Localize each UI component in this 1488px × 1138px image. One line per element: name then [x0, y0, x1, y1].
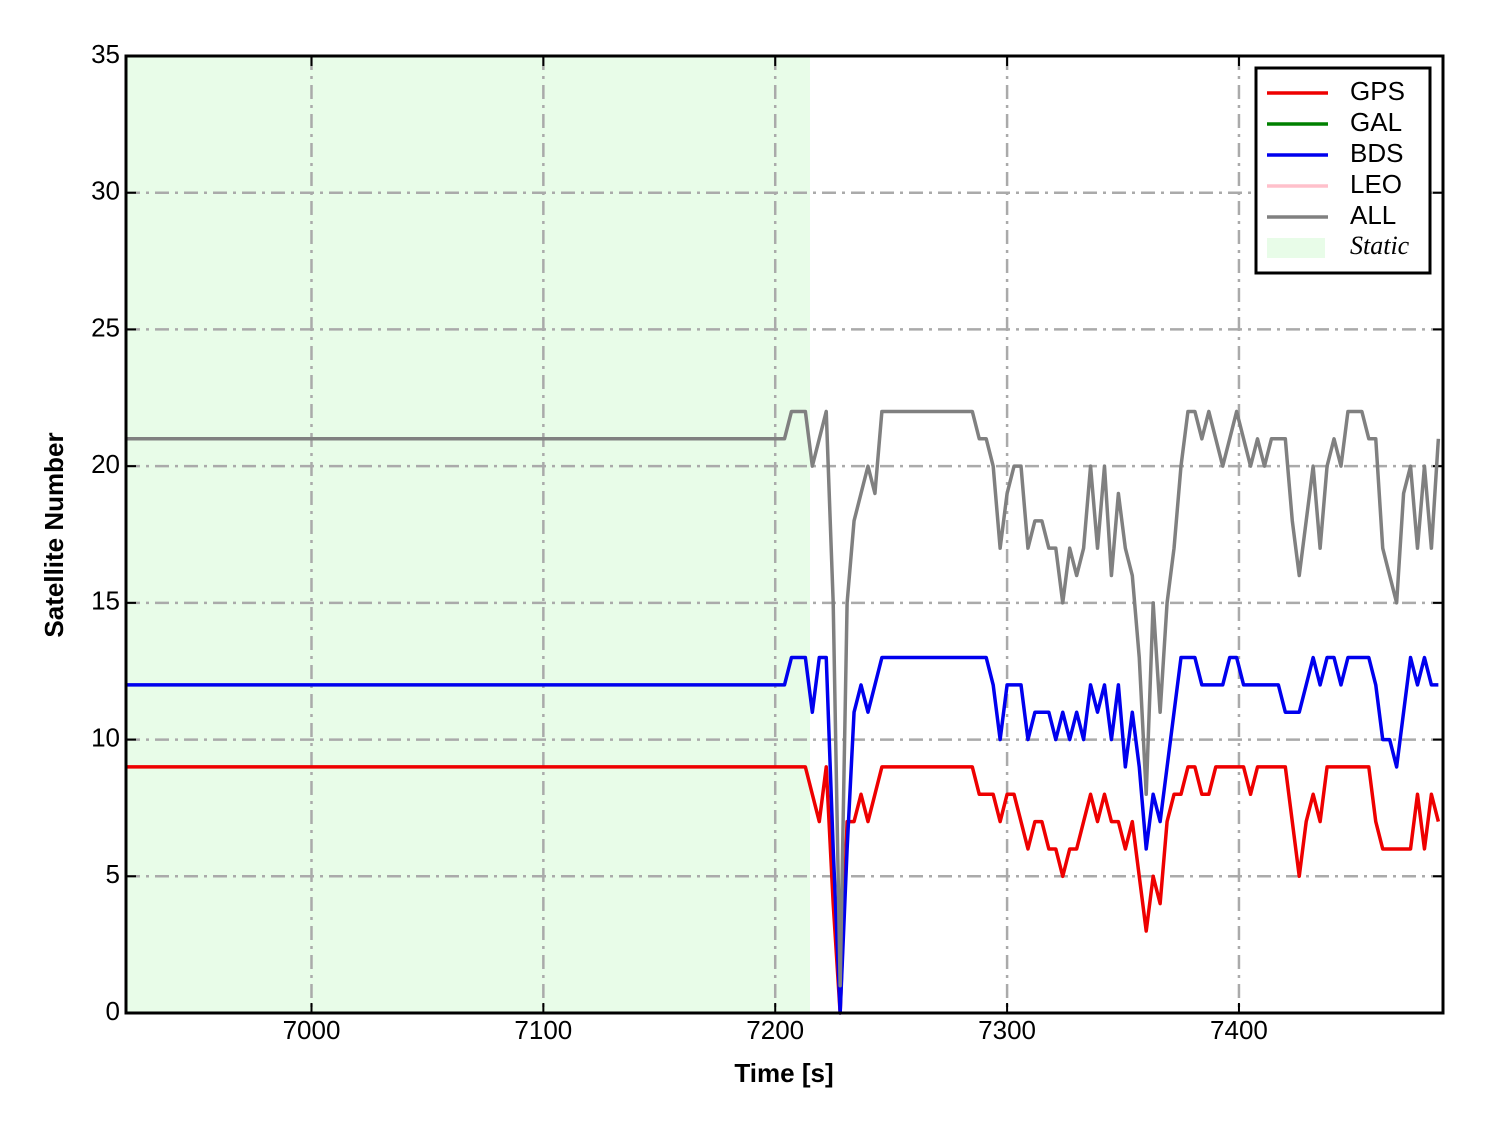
legend-label: BDS	[1350, 138, 1403, 168]
y-tick-label: 5	[106, 859, 120, 889]
y-tick-label: 0	[106, 996, 120, 1026]
legend-label: GPS	[1350, 76, 1405, 106]
series-line	[126, 765, 1441, 1015]
x-tick-label: 7100	[514, 1015, 572, 1045]
x-tick-label: 7300	[978, 1015, 1036, 1045]
y-tick-label: 35	[91, 39, 120, 69]
y-tick-label: 20	[91, 449, 120, 479]
legend-label: Static	[1350, 231, 1410, 260]
series-line	[126, 655, 1439, 1015]
y-tick-label: 10	[91, 722, 120, 752]
x-tick-label: 7200	[746, 1015, 804, 1045]
plot-frame	[124, 54, 1445, 1015]
legend-label: GAL	[1350, 107, 1402, 137]
y-tick-label: 30	[91, 176, 120, 206]
y-tick-label: 25	[91, 312, 120, 342]
legend-swatch	[1267, 238, 1325, 258]
x-axis-label: Time [s]	[734, 1058, 833, 1088]
series-line	[126, 409, 1441, 988]
x-tick-label: 7400	[1210, 1015, 1268, 1045]
static-span	[126, 56, 811, 1013]
y-axis-label: Satellite Number	[39, 432, 69, 637]
y-tick-label: 15	[91, 586, 120, 616]
legend-label: ALL	[1350, 200, 1396, 230]
legend-label: LEO	[1350, 169, 1402, 199]
x-tick-label: 7000	[283, 1015, 341, 1045]
